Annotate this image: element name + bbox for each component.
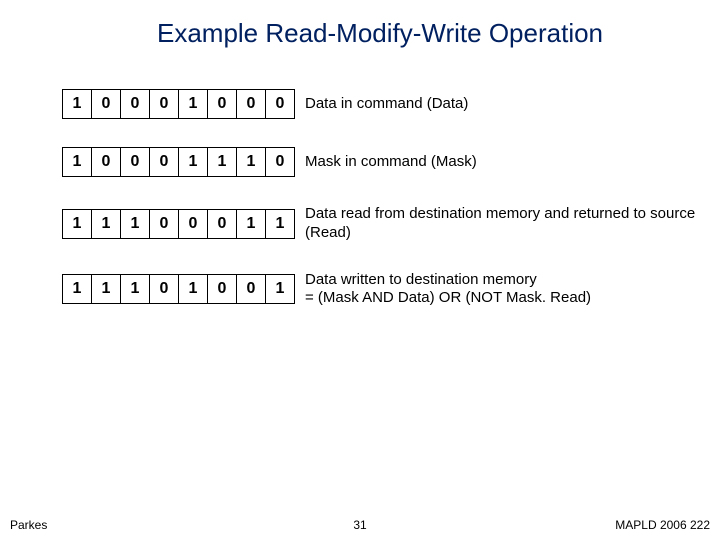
bit-cell: 1	[91, 209, 121, 239]
footer-left: Parkes	[10, 518, 47, 532]
bit-cell: 0	[91, 147, 121, 177]
bits-group: 11101001	[62, 274, 295, 304]
bit-cell: 1	[178, 89, 208, 119]
bit-cell: 1	[120, 274, 150, 304]
bit-cell: 0	[236, 89, 266, 119]
bits-group: 10001110	[62, 147, 295, 177]
footer: Parkes 31 MAPLD 2006 222	[0, 518, 720, 532]
bit-cell: 1	[207, 147, 237, 177]
bit-cell: 0	[207, 89, 237, 119]
row-description: Data written to destination memory = (Ma…	[305, 271, 591, 309]
footer-page-number: 31	[353, 518, 366, 532]
bit-cell: 0	[149, 209, 179, 239]
row-description: Data read from destination memory and re…	[305, 205, 705, 243]
bit-cell: 1	[91, 274, 121, 304]
bit-row: 11100011Data read from destination memor…	[62, 205, 720, 243]
bits-group: 10001000	[62, 89, 295, 119]
row-description: Data in command (Data)	[305, 95, 468, 114]
bit-cell: 0	[120, 147, 150, 177]
bit-cell: 1	[62, 89, 92, 119]
bit-cell: 0	[265, 89, 295, 119]
bit-cell: 1	[178, 274, 208, 304]
bit-cell: 1	[236, 209, 266, 239]
bit-cell: 0	[207, 209, 237, 239]
bit-cell: 0	[91, 89, 121, 119]
bit-cell: 1	[236, 147, 266, 177]
bit-cell: 0	[178, 209, 208, 239]
slide-title: Example Read-Modify-Write Operation	[0, 0, 720, 89]
bit-cell: 0	[236, 274, 266, 304]
bit-row: 11101001Data written to destination memo…	[62, 271, 720, 309]
footer-right: MAPLD 2006 222	[615, 518, 710, 532]
bit-cell: 1	[120, 209, 150, 239]
bit-rows-container: 10001000Data in command (Data)10001110Ma…	[0, 89, 720, 308]
bit-cell: 1	[62, 209, 92, 239]
bit-cell: 1	[265, 274, 295, 304]
bit-row: 10001110Mask in command (Mask)	[62, 147, 720, 177]
bit-cell: 1	[62, 274, 92, 304]
row-description: Mask in command (Mask)	[305, 153, 477, 172]
bit-cell: 0	[265, 147, 295, 177]
bits-group: 11100011	[62, 209, 295, 239]
bit-cell: 0	[149, 89, 179, 119]
bit-row: 10001000Data in command (Data)	[62, 89, 720, 119]
bit-cell: 1	[178, 147, 208, 177]
bit-cell: 1	[62, 147, 92, 177]
bit-cell: 1	[265, 209, 295, 239]
bit-cell: 0	[207, 274, 237, 304]
bit-cell: 0	[120, 89, 150, 119]
bit-cell: 0	[149, 147, 179, 177]
bit-cell: 0	[149, 274, 179, 304]
